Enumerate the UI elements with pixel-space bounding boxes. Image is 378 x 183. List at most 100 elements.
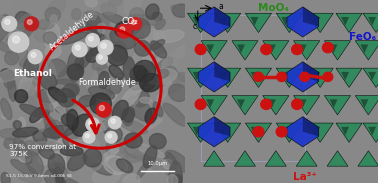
Ellipse shape <box>6 25 33 42</box>
Circle shape <box>98 40 113 55</box>
Polygon shape <box>324 41 351 60</box>
Ellipse shape <box>167 175 178 183</box>
Circle shape <box>2 16 17 31</box>
Ellipse shape <box>163 103 187 126</box>
Ellipse shape <box>70 139 94 154</box>
Ellipse shape <box>102 121 113 135</box>
Ellipse shape <box>59 32 87 45</box>
Polygon shape <box>276 123 302 142</box>
Ellipse shape <box>102 119 118 130</box>
Ellipse shape <box>99 148 113 164</box>
Circle shape <box>72 42 87 57</box>
Ellipse shape <box>42 104 49 117</box>
Ellipse shape <box>15 12 31 31</box>
Ellipse shape <box>149 133 166 149</box>
Ellipse shape <box>1 173 10 183</box>
Ellipse shape <box>0 16 7 24</box>
Ellipse shape <box>166 150 190 172</box>
Circle shape <box>261 44 271 55</box>
Ellipse shape <box>152 12 162 21</box>
Ellipse shape <box>5 51 19 65</box>
Ellipse shape <box>20 104 45 117</box>
Ellipse shape <box>0 14 15 31</box>
Polygon shape <box>307 13 333 33</box>
Ellipse shape <box>32 86 56 109</box>
Polygon shape <box>214 117 230 136</box>
Ellipse shape <box>14 138 32 164</box>
Polygon shape <box>276 68 302 87</box>
Ellipse shape <box>4 138 15 149</box>
Ellipse shape <box>0 79 15 98</box>
Ellipse shape <box>37 89 58 103</box>
Ellipse shape <box>84 149 102 167</box>
Polygon shape <box>355 41 378 60</box>
Polygon shape <box>187 68 214 87</box>
Ellipse shape <box>88 134 96 142</box>
Polygon shape <box>187 123 214 142</box>
Circle shape <box>86 118 99 131</box>
Ellipse shape <box>154 30 184 43</box>
Ellipse shape <box>77 21 96 31</box>
Ellipse shape <box>98 35 107 50</box>
Ellipse shape <box>77 54 91 70</box>
Ellipse shape <box>116 159 133 173</box>
Polygon shape <box>368 72 376 81</box>
Ellipse shape <box>145 29 161 43</box>
Ellipse shape <box>19 48 30 76</box>
Polygon shape <box>198 117 230 147</box>
Polygon shape <box>215 13 241 33</box>
Polygon shape <box>282 127 289 135</box>
Ellipse shape <box>119 119 147 134</box>
Ellipse shape <box>106 49 121 73</box>
Ellipse shape <box>91 164 113 175</box>
Ellipse shape <box>123 57 135 81</box>
Ellipse shape <box>62 101 78 111</box>
Circle shape <box>86 34 99 47</box>
Circle shape <box>99 105 104 111</box>
Ellipse shape <box>99 71 109 89</box>
Circle shape <box>88 120 93 125</box>
Ellipse shape <box>136 145 167 162</box>
Ellipse shape <box>134 143 164 158</box>
Polygon shape <box>263 41 289 60</box>
Polygon shape <box>287 62 319 92</box>
Ellipse shape <box>0 129 28 140</box>
Ellipse shape <box>16 14 31 28</box>
Ellipse shape <box>127 140 138 154</box>
Ellipse shape <box>43 125 74 138</box>
Ellipse shape <box>110 41 127 62</box>
Polygon shape <box>268 44 276 53</box>
Circle shape <box>108 134 112 138</box>
Ellipse shape <box>78 56 94 83</box>
Ellipse shape <box>92 167 120 183</box>
Ellipse shape <box>101 3 116 15</box>
Polygon shape <box>237 44 245 53</box>
Polygon shape <box>220 17 228 26</box>
Ellipse shape <box>0 67 27 82</box>
Polygon shape <box>355 96 378 115</box>
Text: Ethanol: Ethanol <box>13 69 52 78</box>
Text: S1-5 15.0kV 9.6mm x4.00k SE: S1-5 15.0kV 9.6mm x4.00k SE <box>6 174 72 178</box>
Polygon shape <box>206 44 214 53</box>
Polygon shape <box>251 72 259 81</box>
Ellipse shape <box>129 91 138 109</box>
Ellipse shape <box>30 107 43 123</box>
Circle shape <box>132 20 136 24</box>
Ellipse shape <box>45 120 64 139</box>
Polygon shape <box>361 44 368 53</box>
Ellipse shape <box>84 138 100 156</box>
Ellipse shape <box>122 174 140 183</box>
Polygon shape <box>187 13 214 33</box>
Ellipse shape <box>68 153 87 171</box>
Ellipse shape <box>158 69 169 78</box>
Ellipse shape <box>119 18 143 36</box>
Text: c: c <box>192 22 197 31</box>
Polygon shape <box>276 13 302 33</box>
Ellipse shape <box>4 77 14 89</box>
Polygon shape <box>198 7 230 37</box>
Ellipse shape <box>171 5 181 14</box>
Ellipse shape <box>43 32 57 44</box>
Circle shape <box>195 99 206 109</box>
Polygon shape <box>299 99 307 108</box>
Circle shape <box>292 44 302 55</box>
